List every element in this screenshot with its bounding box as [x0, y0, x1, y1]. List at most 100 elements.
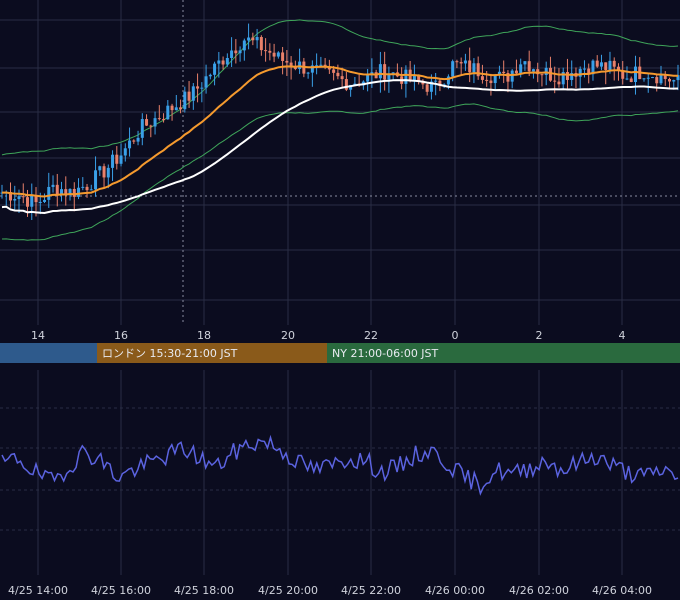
candle-body — [85, 186, 89, 191]
candle-body — [89, 189, 93, 191]
session-band — [327, 343, 680, 363]
candle-body — [519, 64, 523, 74]
candle-body — [281, 52, 285, 61]
candle-body — [183, 91, 187, 110]
candle-body — [412, 74, 416, 81]
candle-body — [13, 198, 17, 201]
candle-body — [523, 61, 527, 65]
candle-body — [548, 67, 552, 81]
candle-body — [115, 154, 119, 164]
oscillator-line — [1, 434, 679, 496]
candle-body — [119, 155, 123, 164]
oscillator-panel[interactable]: 4/25 14:00 4/25 16:00 4/25 18:00 4/25 20:00… — [0, 370, 680, 597]
candle-body — [463, 60, 467, 64]
candle-body — [140, 119, 144, 138]
candle-body — [179, 107, 183, 110]
candle-body — [633, 66, 637, 83]
candle-body — [578, 68, 582, 77]
candle-body — [187, 91, 191, 101]
bollinger-bands — [1, 19, 679, 241]
candle-body — [582, 68, 586, 70]
candle-body — [21, 196, 25, 198]
candle-body — [353, 83, 357, 85]
osc-x-tick: 4/26 00:00 — [425, 584, 485, 597]
candle-body — [217, 60, 221, 64]
candle-body — [557, 81, 561, 85]
candle-body — [174, 107, 178, 111]
candle-body — [387, 74, 391, 80]
candle-body — [26, 197, 30, 207]
candle-body — [595, 60, 599, 67]
candle-body — [259, 37, 263, 51]
price-x-tick: 20 — [281, 329, 295, 342]
price-panel[interactable]: 14 16 18 20 22 0 2 4 — [0, 0, 680, 342]
candle-body — [608, 60, 612, 71]
candle-body — [68, 188, 72, 196]
band-lower — [1, 103, 679, 241]
session-band — [97, 343, 327, 363]
osc-x-tick: 4/25 16:00 — [91, 584, 151, 597]
candle-body — [349, 84, 353, 90]
band-upper — [1, 19, 679, 156]
osc-x-tick: 4/25 14:00 — [8, 584, 68, 597]
candle-body — [527, 61, 531, 72]
osc-x-tick: 4/25 20:00 — [258, 584, 318, 597]
candle-body — [298, 61, 302, 69]
candle-body — [646, 77, 650, 79]
candle-body — [128, 140, 132, 149]
candle-body — [485, 79, 489, 81]
candle-body — [672, 80, 676, 82]
candle-body — [77, 187, 81, 197]
candle-body — [489, 80, 493, 84]
candle-body — [655, 77, 659, 84]
candle-body — [531, 69, 535, 72]
osc-x-tick: 4/26 04:00 — [592, 584, 652, 597]
candle-body — [81, 186, 85, 188]
candle-body — [153, 118, 157, 127]
price-x-tick: 2 — [536, 329, 543, 342]
candle-body — [0, 192, 4, 194]
candle-body — [9, 192, 13, 201]
candle-body — [166, 105, 170, 120]
candle-body — [378, 64, 382, 79]
candle-body — [149, 125, 153, 127]
candle-body — [319, 64, 323, 66]
candle-body — [553, 80, 557, 82]
candle-body — [34, 194, 38, 203]
candle-body — [604, 62, 608, 71]
candle-body — [332, 69, 336, 73]
price-x-tick: 0 — [452, 329, 459, 342]
candle-body — [459, 62, 463, 64]
candle-body — [434, 80, 438, 82]
candle-body — [276, 52, 280, 57]
candle-body — [650, 77, 654, 79]
candle-body — [234, 50, 238, 54]
price-x-tick: 18 — [197, 329, 211, 342]
candle-body — [157, 118, 161, 120]
candle-body — [111, 154, 115, 168]
candle-body — [480, 76, 484, 80]
candle-body — [510, 70, 514, 82]
candle-body — [570, 73, 574, 80]
price-x-tick: 4 — [619, 329, 626, 342]
candle-body — [417, 74, 421, 81]
candle-body — [94, 170, 98, 190]
candle-body — [315, 65, 319, 67]
price-x-axis: 14 16 18 20 22 0 2 4 — [31, 329, 626, 342]
session-band — [0, 343, 97, 363]
candle-body — [264, 50, 268, 52]
candle-body — [506, 72, 510, 82]
candle-body — [429, 81, 433, 92]
candle-body — [625, 78, 629, 80]
candle-body — [438, 80, 442, 86]
candle-body — [561, 72, 565, 85]
osc-x-tick: 4/26 02:00 — [509, 584, 569, 597]
price-x-tick: 14 — [31, 329, 45, 342]
candle-body — [293, 67, 297, 69]
candle-body — [667, 78, 671, 82]
candle-body — [659, 74, 663, 84]
candle-body — [47, 186, 51, 200]
candle-body — [102, 166, 106, 178]
candle-body — [213, 63, 217, 75]
